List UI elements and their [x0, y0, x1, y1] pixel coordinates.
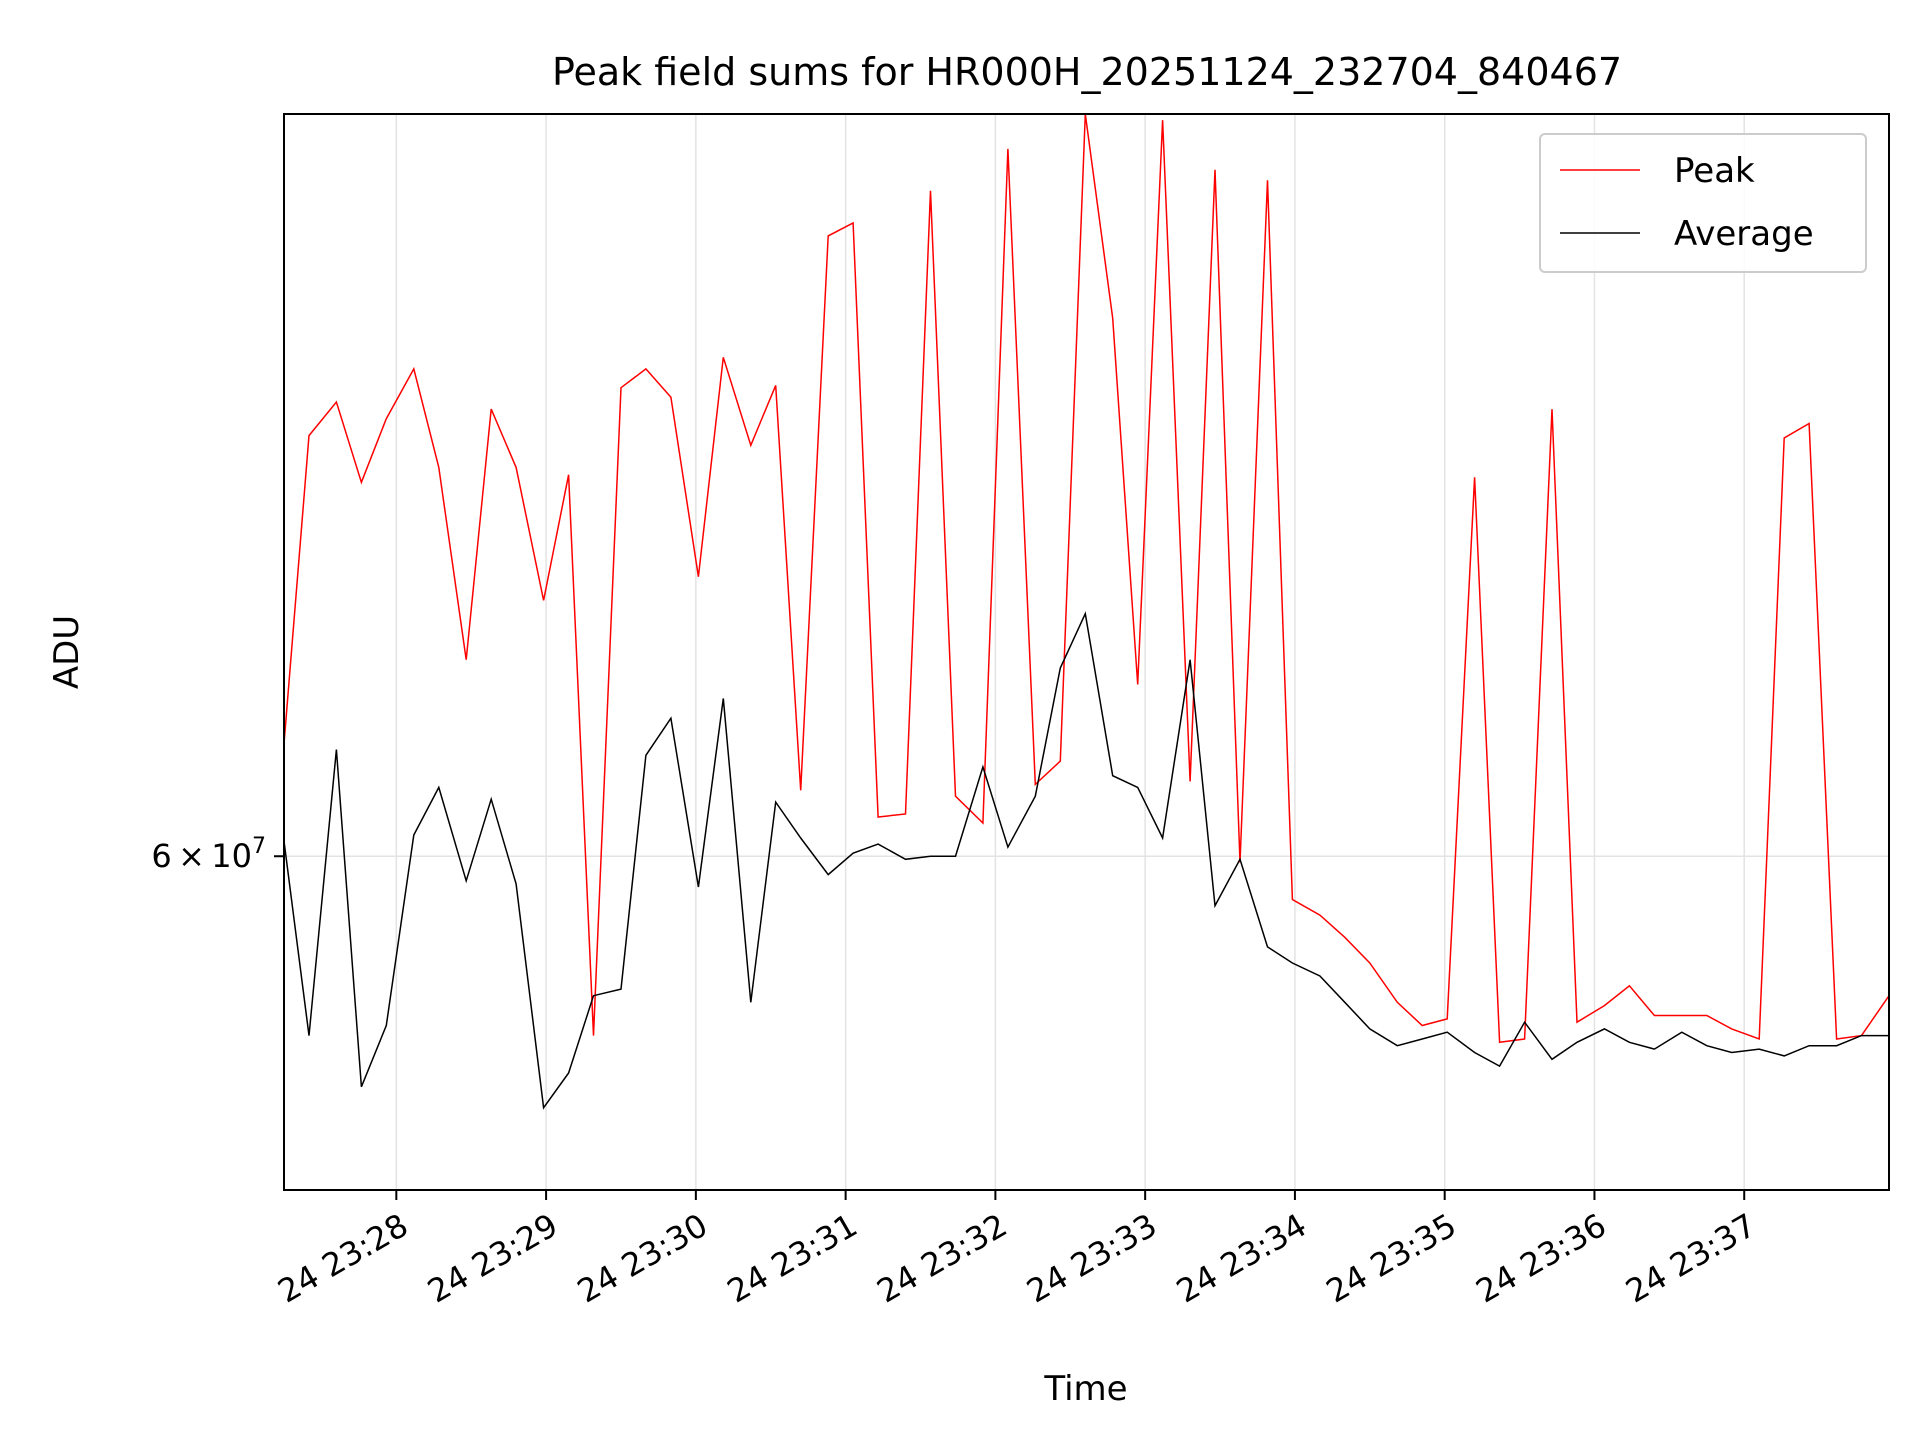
y-tick-label: 6 × 107 — [151, 834, 266, 875]
legend: Peak Average — [1539, 133, 1867, 273]
legend-label-average: Average — [1674, 214, 1814, 254]
plot-area-frame — [283, 113, 1890, 1191]
series-line-average — [283, 611, 1889, 1110]
grid — [284, 114, 1889, 1190]
legend-box — [1539, 133, 1867, 273]
x-axis-label: Time — [1043, 1369, 1127, 1409]
y-axis-label: ADU — [47, 615, 87, 689]
legend-label-peak: Peak — [1674, 151, 1755, 191]
chart-title: Peak field sums for HR000H_20251124_2327… — [552, 50, 1622, 94]
y-axis: 6 × 107 — [151, 834, 284, 875]
